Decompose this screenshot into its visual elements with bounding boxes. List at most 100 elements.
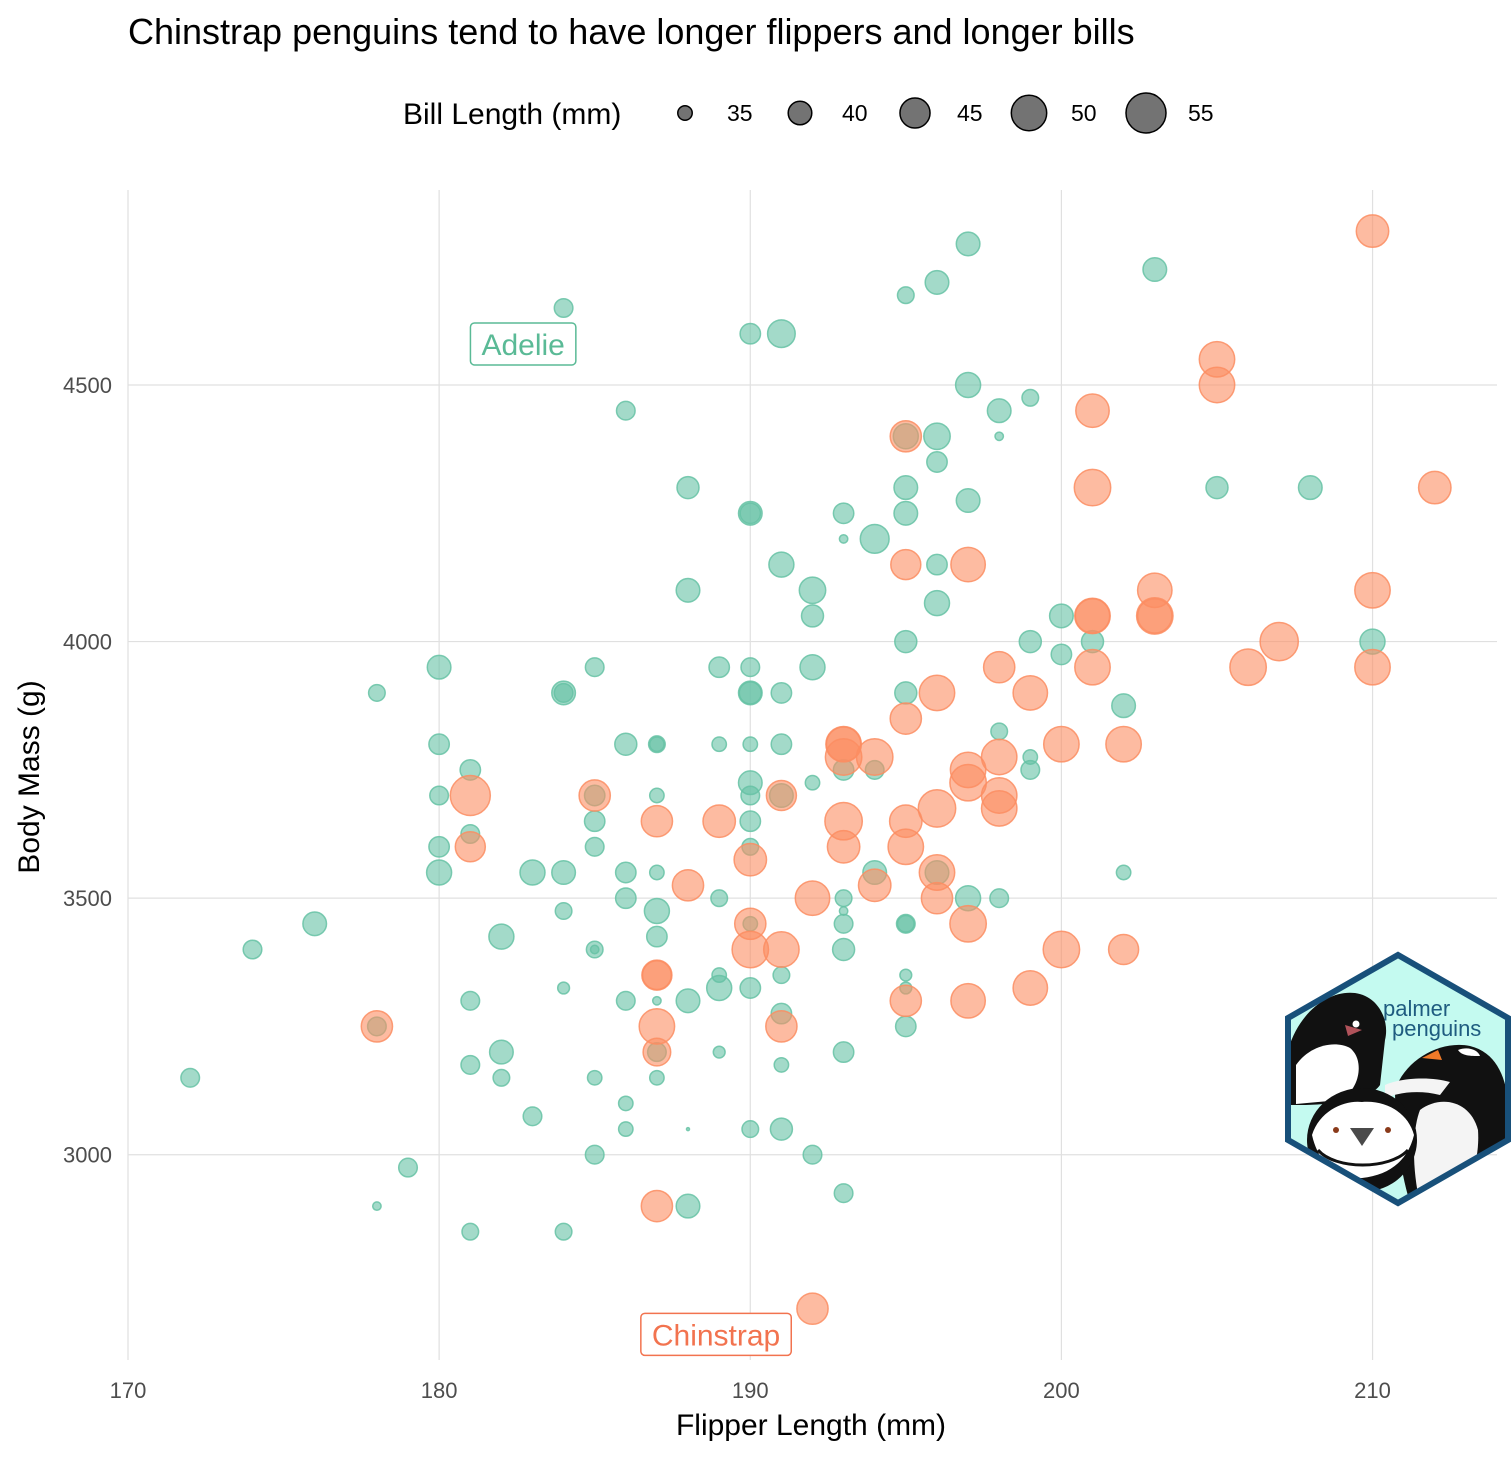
- data-point-adelie: [712, 1045, 726, 1059]
- data-point-chinstrap: [855, 738, 894, 776]
- palmer-penguins-logo: palmer penguins: [1285, 951, 1511, 1207]
- data-point-chinstrap: [889, 984, 923, 1018]
- x-axis-label: Flipper Length (mm): [676, 1409, 946, 1442]
- data-point-adelie: [584, 1144, 605, 1165]
- data-point-adelie: [802, 1144, 823, 1165]
- legend-size-label: 35: [727, 100, 753, 126]
- data-point-adelie: [955, 487, 981, 514]
- data-point-adelie: [522, 1106, 543, 1127]
- data-point-chinstrap: [1042, 725, 1080, 763]
- x-tick-label: 210: [1354, 1378, 1391, 1403]
- data-point-chinstrap: [949, 904, 988, 943]
- logo-text-penguins: penguins: [1392, 1016, 1481, 1041]
- data-point-adelie: [894, 681, 918, 705]
- data-point-chinstrap: [1355, 214, 1390, 249]
- chart-title: Chinstrap penguins tend to have longer f…: [128, 11, 1135, 52]
- data-point-chinstrap: [918, 674, 956, 712]
- data-point-adelie: [766, 319, 796, 349]
- data-point-adelie: [615, 990, 636, 1011]
- data-point-adelie: [1115, 864, 1132, 881]
- data-point-chinstrap: [1107, 933, 1140, 966]
- data-point-chinstrap: [889, 702, 923, 735]
- data-point-chinstrap: [640, 1189, 674, 1223]
- data-point-chinstrap: [1074, 648, 1111, 686]
- data-point-adelie: [551, 859, 577, 886]
- data-points: [180, 214, 1452, 1326]
- legend-size-marker: [787, 100, 813, 126]
- data-point-adelie: [741, 1120, 760, 1139]
- data-point-adelie: [770, 681, 793, 704]
- data-point-adelie: [833, 913, 854, 934]
- y-tick-label: 4000: [63, 630, 112, 655]
- data-point-adelie: [893, 500, 919, 526]
- data-point-adelie: [584, 657, 605, 678]
- data-point-adelie: [834, 889, 853, 908]
- x-axis-ticks: 170 180 190 200 210: [110, 1378, 1391, 1403]
- data-point-adelie: [894, 629, 918, 654]
- data-point-adelie: [1297, 475, 1323, 501]
- data-point-adelie: [589, 944, 600, 955]
- data-point-adelie: [893, 475, 919, 501]
- data-point-adelie: [1142, 256, 1168, 283]
- data-point-chinstrap: [1229, 648, 1268, 687]
- data-point-chinstrap: [920, 881, 954, 915]
- data-point-adelie: [648, 864, 665, 881]
- data-point-adelie: [770, 733, 793, 756]
- data-point-chinstrap: [1136, 597, 1173, 634]
- data-point-adelie: [488, 1039, 514, 1065]
- data-point-adelie: [426, 654, 452, 680]
- data-point-adelie: [772, 966, 791, 985]
- data-point-adelie: [742, 736, 759, 753]
- data-point-adelie: [740, 657, 761, 678]
- data-point-adelie: [492, 1068, 511, 1087]
- y-tick-label: 3000: [63, 1143, 112, 1168]
- data-point-adelie: [556, 981, 571, 995]
- data-point-adelie: [584, 836, 605, 857]
- data-point-chinstrap: [889, 419, 923, 453]
- data-point-adelie: [429, 785, 450, 806]
- x-tick-label: 190: [732, 1378, 769, 1403]
- data-point-adelie: [461, 1222, 480, 1241]
- data-point-adelie: [768, 551, 795, 578]
- data-point-chinstrap: [1012, 674, 1049, 711]
- legend-size-marker: [1125, 92, 1167, 134]
- legend-size-label: 40: [842, 100, 868, 126]
- legend-title: Bill Length (mm): [403, 98, 621, 131]
- data-point-adelie: [675, 988, 701, 1014]
- data-point-adelie: [738, 681, 763, 705]
- data-point-adelie: [1020, 759, 1041, 780]
- data-point-adelie: [615, 400, 636, 421]
- data-point-chinstrap: [982, 650, 1016, 684]
- data-point-adelie: [651, 995, 662, 1006]
- data-point-chinstrap: [857, 868, 892, 903]
- legend-size-label: 50: [1071, 100, 1097, 126]
- data-point-adelie: [954, 371, 982, 399]
- x-tick-label: 200: [1043, 1378, 1080, 1403]
- data-point-adelie: [708, 656, 731, 679]
- data-point-adelie: [923, 589, 951, 617]
- data-point-adelie: [804, 774, 821, 791]
- data-point-adelie: [769, 1117, 794, 1141]
- data-point-chinstrap: [887, 828, 925, 866]
- data-point-adelie: [831, 937, 856, 962]
- data-point-adelie: [648, 736, 665, 753]
- data-point-chinstrap: [1417, 470, 1452, 505]
- data-point-adelie: [488, 923, 515, 950]
- y-axis-label: Body Mass (g): [13, 680, 46, 873]
- data-point-chinstrap: [454, 831, 487, 863]
- data-point-adelie: [685, 1126, 691, 1132]
- data-point-adelie: [519, 859, 546, 886]
- legend-size-label: 45: [957, 100, 983, 126]
- data-point-adelie: [926, 553, 948, 576]
- data-point-adelie: [425, 859, 453, 886]
- data-point-chinstrap: [1198, 366, 1236, 404]
- data-point-adelie: [1050, 643, 1073, 666]
- data-point-adelie: [989, 888, 1010, 909]
- legend-size-label: 55: [1188, 100, 1214, 126]
- data-point-chinstrap: [640, 804, 674, 838]
- data-point-chinstrap: [642, 1037, 672, 1067]
- data-point-chinstrap: [796, 1292, 829, 1326]
- data-point-adelie: [773, 1056, 790, 1073]
- data-point-chinstrap: [980, 789, 1018, 827]
